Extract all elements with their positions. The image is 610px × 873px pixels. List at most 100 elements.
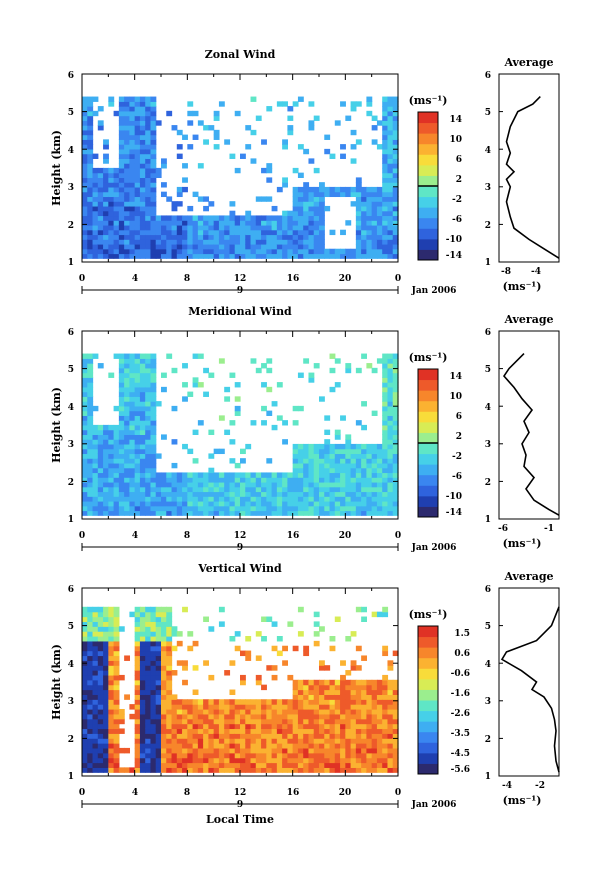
- colorbar-tick-label: -4.5: [451, 749, 470, 759]
- heatmap-cell: [303, 708, 310, 715]
- heatmap-cell: [134, 733, 141, 739]
- heatmap-cell: [271, 234, 278, 240]
- heatmap-cell: [155, 472, 162, 478]
- heatmap-cell: [245, 757, 252, 764]
- heatmap-cell: [392, 248, 399, 255]
- heatmap-cell: [292, 472, 299, 478]
- heatmap-cell: [313, 201, 320, 207]
- y-tick-label: 5: [485, 365, 491, 375]
- heatmap-cell: [203, 477, 209, 483]
- heatmap-cell: [208, 234, 215, 240]
- heatmap-cell: [271, 665, 278, 671]
- heatmap-cell: [145, 616, 152, 622]
- heatmap-cell: [319, 704, 325, 710]
- heatmap-cell: [392, 728, 399, 734]
- heatmap-cell: [145, 510, 152, 516]
- heatmap-cell: [371, 448, 378, 455]
- heatmap-cell: [87, 220, 94, 226]
- heatmap-cell: [97, 472, 104, 478]
- heatmap-cell: [303, 229, 310, 236]
- heatmap-cell: [118, 767, 125, 773]
- heatmap-cell: [97, 670, 104, 676]
- heatmap-cell: [371, 410, 378, 416]
- heatmap-cell: [87, 101, 94, 107]
- heatmap-cell: [250, 743, 257, 749]
- heatmap-cell: [319, 191, 325, 198]
- heatmap-cell: [108, 167, 115, 174]
- heatmap-cell: [113, 167, 120, 174]
- heatmap-cell: [124, 153, 130, 159]
- heatmap-cell: [118, 396, 125, 402]
- heatmap-cell: [82, 510, 88, 516]
- heatmap-cell: [392, 148, 399, 155]
- heatmap-cell: [97, 640, 104, 647]
- heatmap-cell: [266, 704, 273, 710]
- heatmap-cell: [240, 458, 246, 464]
- heatmap-cell: [224, 229, 231, 236]
- heatmap-cell: [197, 196, 204, 202]
- colorbar-swatch: [418, 390, 438, 402]
- heatmap-cell: [145, 239, 152, 245]
- heatmap-cell: [139, 699, 146, 705]
- heatmap-cell: [366, 253, 373, 259]
- heatmap-cell: [234, 110, 241, 117]
- heatmap-cell: [308, 472, 315, 478]
- heatmap-cell: [371, 453, 378, 459]
- heatmap-cell: [155, 723, 162, 730]
- heatmap-cell: [150, 363, 157, 369]
- plot-frame: [81, 73, 399, 263]
- heatmap-cell: [313, 631, 320, 637]
- heatmap-cell: [297, 229, 304, 236]
- heatmap-cell: [376, 733, 383, 739]
- heatmap-cell: [139, 358, 146, 364]
- heatmap-cell: [366, 229, 373, 236]
- heatmap-cell: [392, 196, 399, 202]
- colorbar-tick-label: 10: [449, 135, 462, 145]
- heatmap-cell: [376, 191, 383, 198]
- heatmap-cell: [176, 660, 183, 666]
- heatmap-cell: [324, 148, 331, 155]
- heatmap-cell: [87, 353, 94, 359]
- heatmap-cell: [92, 96, 99, 102]
- heatmap-cell: [129, 420, 136, 426]
- heatmap-cell: [213, 767, 220, 773]
- heatmap-cell: [87, 453, 94, 459]
- heatmap-cell: [303, 205, 310, 212]
- heatmap-cell: [166, 626, 173, 632]
- heatmap-cell: [150, 239, 157, 245]
- heatmap-cell: [166, 665, 173, 671]
- heatmap-cell: [82, 215, 88, 221]
- heatmap-cell: [271, 239, 278, 245]
- heatmap-cell: [129, 134, 136, 140]
- heatmap-cell: [392, 101, 399, 107]
- heatmap-cell: [150, 655, 157, 661]
- heatmap-cell: [92, 611, 99, 618]
- heatmap-cell: [182, 679, 188, 686]
- heatmap-cell: [319, 182, 325, 188]
- heatmap-cell: [319, 694, 325, 700]
- heatmap-cell: [187, 704, 194, 710]
- heatmap-cell: [361, 205, 367, 212]
- heatmap-cell: [108, 491, 115, 497]
- heatmap-cell: [245, 481, 252, 488]
- heatmap-cell: [161, 645, 167, 652]
- heatmap-cell: [171, 718, 178, 725]
- heatmap-cell: [329, 253, 336, 259]
- y-tick-label: 3: [68, 440, 74, 450]
- heatmap-cell: [197, 718, 204, 725]
- heatmap-cell: [150, 645, 157, 652]
- heatmap-cell: [145, 415, 152, 421]
- heatmap-cell: [218, 243, 225, 250]
- heatmap-cell: [329, 767, 336, 773]
- y-axis-label: Height (km): [50, 387, 63, 463]
- heatmap-cell: [234, 229, 241, 236]
- heatmap-cell: [387, 391, 394, 397]
- heatmap-cell: [118, 358, 125, 364]
- heatmap-cell: [240, 510, 246, 516]
- y-tick-labels: 1 2 3 4 5 6: [68, 328, 74, 525]
- heatmap-cell: [134, 660, 141, 666]
- heatmap-cell: [150, 215, 157, 221]
- heatmap-cell: [392, 391, 399, 397]
- heatmap-cell: [118, 405, 125, 412]
- heatmap-cell: [245, 144, 252, 150]
